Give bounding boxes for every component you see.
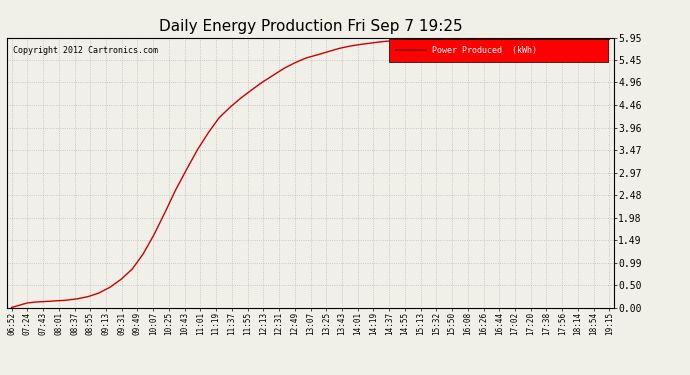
Text: Power Produced  (kWh): Power Produced (kWh) bbox=[432, 46, 537, 55]
Title: Daily Energy Production Fri Sep 7 19:25: Daily Energy Production Fri Sep 7 19:25 bbox=[159, 18, 462, 33]
Text: Copyright 2012 Cartronics.com: Copyright 2012 Cartronics.com bbox=[13, 46, 158, 55]
FancyBboxPatch shape bbox=[389, 39, 608, 62]
